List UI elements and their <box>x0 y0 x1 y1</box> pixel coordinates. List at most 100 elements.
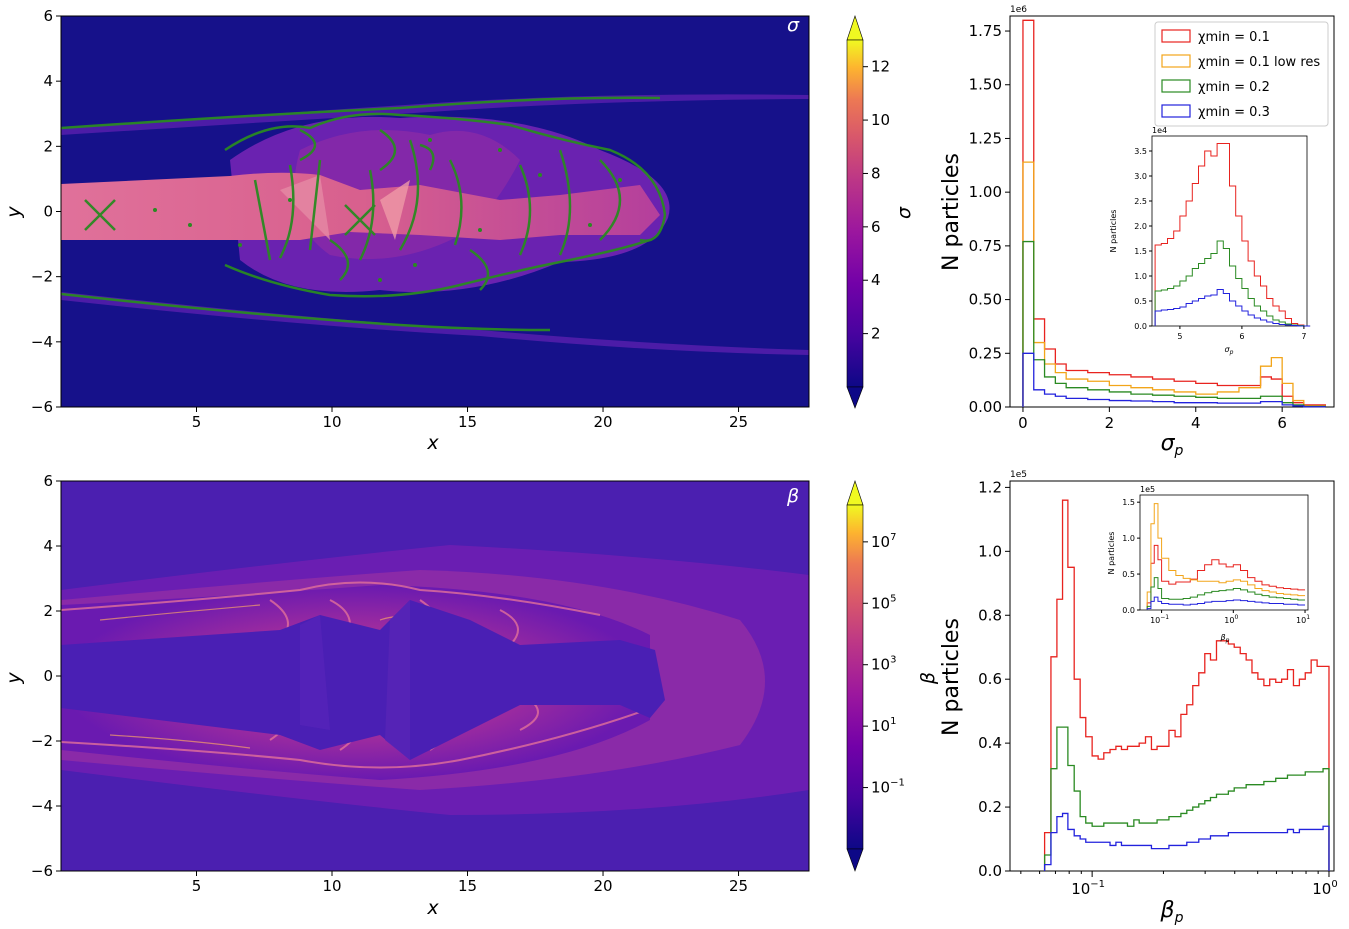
sigma-map-ytick-label: −4 <box>31 333 53 351</box>
sigma-map-xtick-label: 25 <box>729 413 748 431</box>
sigma-histogram-ytick-label: 1.25 <box>969 129 1002 147</box>
beta-inset-ytick-label: 1.0 <box>1122 534 1135 543</box>
sigma-histogram-series-orange <box>1022 161 1327 407</box>
beta-histogram-ytick-label: 0.0 <box>978 862 1002 880</box>
beta-colorbar-tick-label: 105 <box>871 593 896 612</box>
sigma-histogram-xtick-label: 4 <box>1191 414 1201 432</box>
beta-inset-ytick-label: 0.0 <box>1122 606 1135 615</box>
beta-colorbar-tick-label: 101 <box>871 716 896 735</box>
beta-inset-xlabel: βp <box>1220 633 1230 644</box>
beta-colorbar-ticks: 107 105 103 101 10−1 <box>863 532 905 797</box>
sigma-colorbar-ticks: 12 10 8 6 4 2 <box>863 58 890 343</box>
beta-inset-ytick-label: 1.5 <box>1122 498 1135 507</box>
sigma-inset-ytick-label: 3.5 <box>1134 147 1147 156</box>
sigma-histogram-series-blue <box>1022 352 1327 408</box>
sigma-inset-ytick-label: 0.5 <box>1134 297 1147 306</box>
sigma-histogram-frame <box>1009 15 1335 408</box>
sigma-map-xtick-label: 20 <box>593 413 612 431</box>
sigma-map-ytick-label: 6 <box>43 7 53 25</box>
sigma-inset-series-green <box>1154 240 1311 327</box>
sigma-map-xtick-label: 10 <box>322 413 341 431</box>
sigma-histogram-ytick-label: 1.00 <box>969 183 1002 201</box>
sigma-colorbar-tick-label: 6 <box>871 218 881 236</box>
sigma-inset-ytick-label: 2.0 <box>1134 222 1147 231</box>
sigma-map-image <box>61 16 809 407</box>
sigma-histogram-inset: 1e4 5 6 7 0.0 0.5 1.0 1.5 2.0 2.5 3.0 3.5 σp N pa… <box>1109 126 1311 356</box>
beta-histogram-frame <box>1009 480 1335 872</box>
beta-colorbar-tick-label: 107 <box>871 532 896 551</box>
beta-inset-series-blue <box>1146 596 1306 610</box>
beta-inset-xtick-label: 101 <box>1296 614 1310 625</box>
beta-map-corner-label: β <box>786 485 799 507</box>
sigma-inset-ytick-label: 1.0 <box>1134 272 1147 281</box>
sigma-histogram-ytick-label: 0.75 <box>969 237 1002 255</box>
beta-histogram-ytick-label: 1.2 <box>978 478 1002 496</box>
sigma-map-ytick-label: 0 <box>43 203 53 221</box>
beta-colorbar-tick-label: 103 <box>871 655 896 674</box>
beta-histogram-ytick-label: 0.8 <box>978 606 1002 624</box>
beta-histogram-series-red <box>1043 499 1330 871</box>
beta-inset-xtick-label: 100 <box>1224 614 1238 625</box>
sigma-histogram-panel: 1e6 0 2 4 6 0.00 0.25 0.50 0.75 1.00 1.25 1.50 1.7… <box>939 5 1335 459</box>
beta-histogram-ytick-label: 0.6 <box>978 670 1002 688</box>
sigma-histogram-scale-label: 1e6 <box>1010 5 1027 15</box>
sigma-histogram-ytick-label: 0.25 <box>969 344 1002 362</box>
beta-map-x-ticks: 5 10 15 20 25 <box>192 871 748 895</box>
sigma-histogram-series <box>1022 19 1327 408</box>
sigma-histogram-ytick-label: 1.50 <box>969 76 1002 94</box>
legend-swatch-blue <box>1161 104 1191 118</box>
legend-label: χmin = 0.1 <box>1198 30 1270 45</box>
sigma-inset-xtick-label: 6 <box>1239 332 1244 341</box>
beta-map-ytick-label: 6 <box>43 472 53 490</box>
beta-map-ytick-label: 2 <box>43 602 53 620</box>
beta-colorbar-label: β <box>917 672 939 685</box>
sigma-histogram-xtick-label: 2 <box>1105 414 1115 432</box>
beta-histogram-series-green <box>1043 726 1330 871</box>
sigma-map-ylabel: y <box>3 206 25 219</box>
sigma-inset-ytick-label: 2.5 <box>1134 197 1147 206</box>
sigma-inset-xtick-label: 7 <box>1301 332 1306 341</box>
beta-histogram-ytick-label: 0.2 <box>978 798 1002 816</box>
beta-map-ytick-label: −6 <box>31 862 53 880</box>
sigma-colorbar: 12 10 8 6 4 2 σ <box>846 15 915 409</box>
beta-inset-series-green <box>1146 577 1306 610</box>
beta-map-image <box>61 481 809 871</box>
sigma-histogram-y-ticks: 0.00 0.25 0.50 0.75 1.00 1.25 1.50 1.75 <box>969 22 1010 416</box>
beta-histogram-xtick-label: 100 <box>1312 879 1337 898</box>
sigma-colorbar-tick-label: 10 <box>871 111 890 129</box>
sigma-histogram-ylabel: N particles <box>939 153 964 271</box>
beta-map-ytick-label: 0 <box>43 667 53 685</box>
beta-histogram-x-ticks: 10−1 100 <box>1020 871 1338 898</box>
sigma-map-corner-label: σ <box>787 14 800 36</box>
beta-map-xtick-label: 15 <box>458 877 477 895</box>
beta-map-xtick-label: 20 <box>593 877 612 895</box>
sigma-histogram-x-ticks: 0 2 4 6 <box>1018 407 1287 432</box>
beta-histogram-xtick-label: 10−1 <box>1071 879 1105 898</box>
sigma-map-x-ticks: 5 10 15 20 25 <box>192 407 748 431</box>
beta-inset-scale-label: 1e5 <box>1140 485 1155 494</box>
sigma-histogram-ytick-label: 0.00 <box>969 398 1002 416</box>
beta-map-ytick-label: −2 <box>31 732 53 750</box>
sigma-inset-ytick-label: 0.0 <box>1134 322 1147 331</box>
sigma-colorbar-tick-label: 12 <box>871 58 890 76</box>
beta-histogram-xlabel: βp <box>1160 898 1184 926</box>
beta-histogram-ytick-label: 0.4 <box>978 734 1002 752</box>
beta-map-ylabel: y <box>3 672 25 685</box>
sigma-histogram-ytick-label: 0.50 <box>969 291 1002 309</box>
sigma-map-xtick-label: 15 <box>458 413 477 431</box>
sigma-histogram-xlabel: σp <box>1161 431 1184 459</box>
beta-inset-ytick-label: 0.5 <box>1122 570 1135 579</box>
beta-map-ytick-label: −4 <box>31 797 53 815</box>
legend-swatch-red <box>1161 29 1191 43</box>
sigma-colorbar-tick-label: 4 <box>871 271 881 289</box>
legend-label: χmin = 0.1 low res <box>1198 55 1320 70</box>
sigma-histogram-xtick-label: 0 <box>1018 414 1028 432</box>
beta-histogram-y-ticks: 0.0 0.2 0.4 0.6 0.8 1.0 1.2 <box>978 478 1010 880</box>
beta-histogram-ytick-label: 1.0 <box>978 542 1002 560</box>
sigma-histogram-series-green <box>1022 240 1327 408</box>
sigma-map-xlabel: x <box>426 432 439 454</box>
sigma-inset-ylabel: N particles <box>1109 210 1118 253</box>
legend-swatch-orange <box>1161 54 1191 68</box>
